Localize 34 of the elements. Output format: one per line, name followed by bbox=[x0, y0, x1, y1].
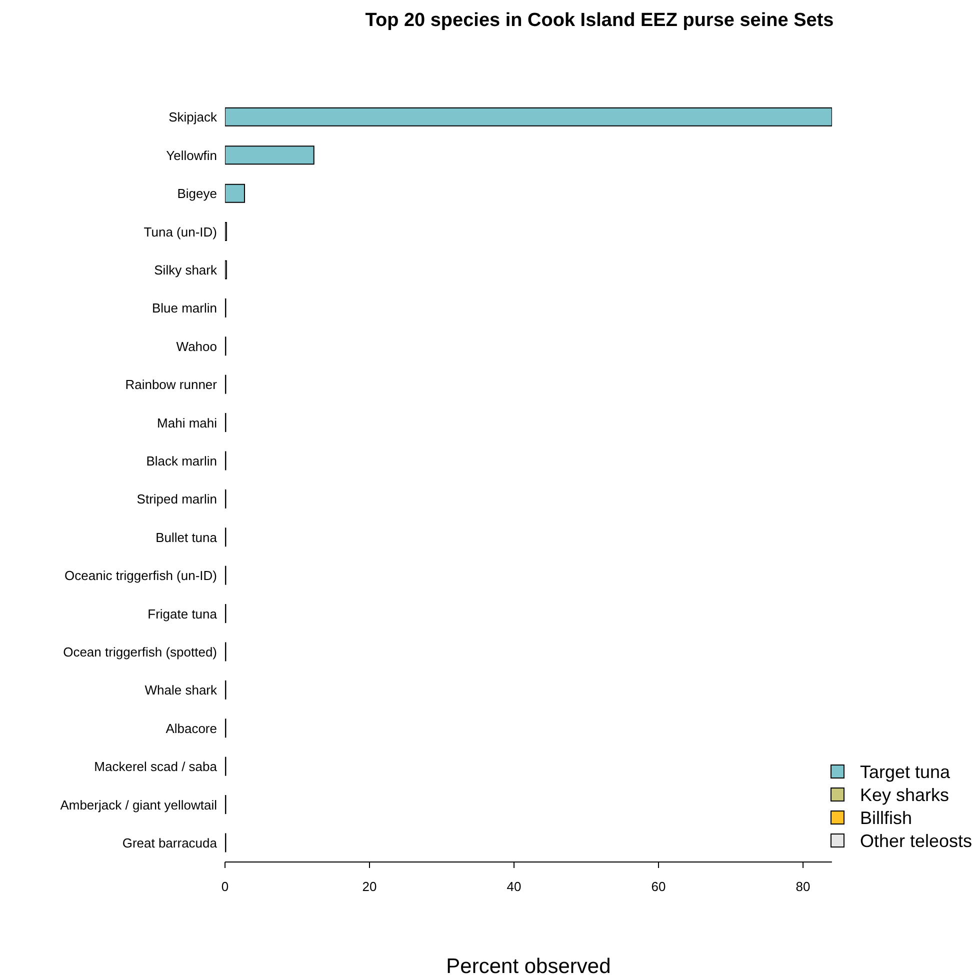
x-tick-label: 20 bbox=[362, 879, 377, 894]
bar bbox=[225, 107, 832, 126]
y-tick-label: Oceanic triggerfish (un-ID) bbox=[64, 568, 217, 584]
y-tick-label: Tuna (un-ID) bbox=[144, 224, 217, 240]
legend-label: Target tuna bbox=[860, 762, 950, 782]
y-tick-label: Great barracuda bbox=[122, 836, 218, 851]
x-tick-label: 0 bbox=[221, 879, 229, 894]
y-tick-label: Wahoo bbox=[176, 338, 217, 354]
y-tick-label: Amberjack / giant yellowtail bbox=[60, 797, 218, 812]
y-tick-label: Frigate tuna bbox=[148, 606, 218, 622]
legend-label: Other teleosts bbox=[860, 830, 972, 850]
bar bbox=[225, 146, 314, 165]
chart-title: Top 20 species in Cook Island EEZ purse seine Sets bbox=[364, 10, 835, 32]
y-tick-label: Silky shark bbox=[154, 262, 218, 278]
y-tick-label: Yellowfin bbox=[166, 148, 217, 163]
y-tick-label: Albacore bbox=[166, 720, 217, 736]
x-tick-label: 80 bbox=[796, 879, 810, 894]
y-tick-label: Bigeye bbox=[177, 186, 217, 202]
y-tick-label: Striped marlin bbox=[136, 492, 217, 507]
legend-label: Key sharks bbox=[860, 784, 949, 804]
y-tick-label: Rainbow runner bbox=[125, 377, 218, 392]
y-tick-label: Bullet tuna bbox=[156, 530, 218, 545]
legend-label: Billfish bbox=[860, 808, 912, 828]
y-tick-label: Black marlin bbox=[146, 454, 217, 469]
y-tick-label: Mahi mahi bbox=[157, 415, 218, 430]
x-axis-title: Percent observed bbox=[446, 955, 611, 975]
y-tick-label: Whale shark bbox=[144, 682, 218, 698]
y-tick-label: Ocean triggerfish (spotted) bbox=[63, 644, 217, 660]
y-tick-label: Skipjack bbox=[168, 110, 218, 125]
x-tick-label: 60 bbox=[651, 879, 666, 894]
y-tick-label: Blue marlin bbox=[152, 300, 217, 316]
y-tick-label: Mackerel scad / saba bbox=[94, 759, 218, 774]
x-tick-label: 40 bbox=[506, 879, 522, 894]
bar bbox=[225, 184, 246, 203]
